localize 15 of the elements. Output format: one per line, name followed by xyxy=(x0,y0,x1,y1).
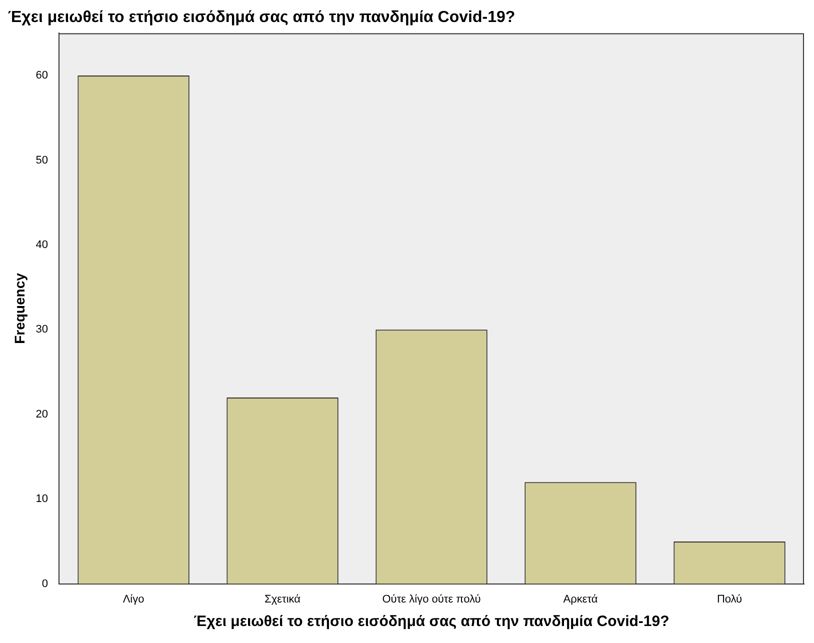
x-tick-label: Αρκετά xyxy=(563,593,598,606)
y-tick-label: 40 xyxy=(36,239,48,251)
x-axis-title: Έχει μειωθεί το ετήσιο εισόδημά σας από την πανδημία Covid-19? xyxy=(194,613,670,630)
x-tick-label: Πολύ xyxy=(716,593,742,606)
y-tick-label: 30 xyxy=(36,324,48,336)
y-tick-label: 20 xyxy=(36,408,48,420)
y-axis-title: Frequency xyxy=(11,272,28,344)
x-tick-label: Ούτε λίγο ούτε πολύ xyxy=(382,593,481,606)
x-tick-label: Σχετικά xyxy=(264,593,302,606)
y-tick-label: 0 xyxy=(42,578,48,590)
y-tick-label: 50 xyxy=(36,154,48,166)
y-tick-label: 10 xyxy=(36,493,48,506)
chart-title: Έχει μειωθεί το ετήσιο εισόδημά σας από την πανδημία Covid-19? xyxy=(8,9,516,26)
x-tick-label: Λίγο xyxy=(122,593,144,606)
y-tick-label: 60 xyxy=(36,70,48,82)
